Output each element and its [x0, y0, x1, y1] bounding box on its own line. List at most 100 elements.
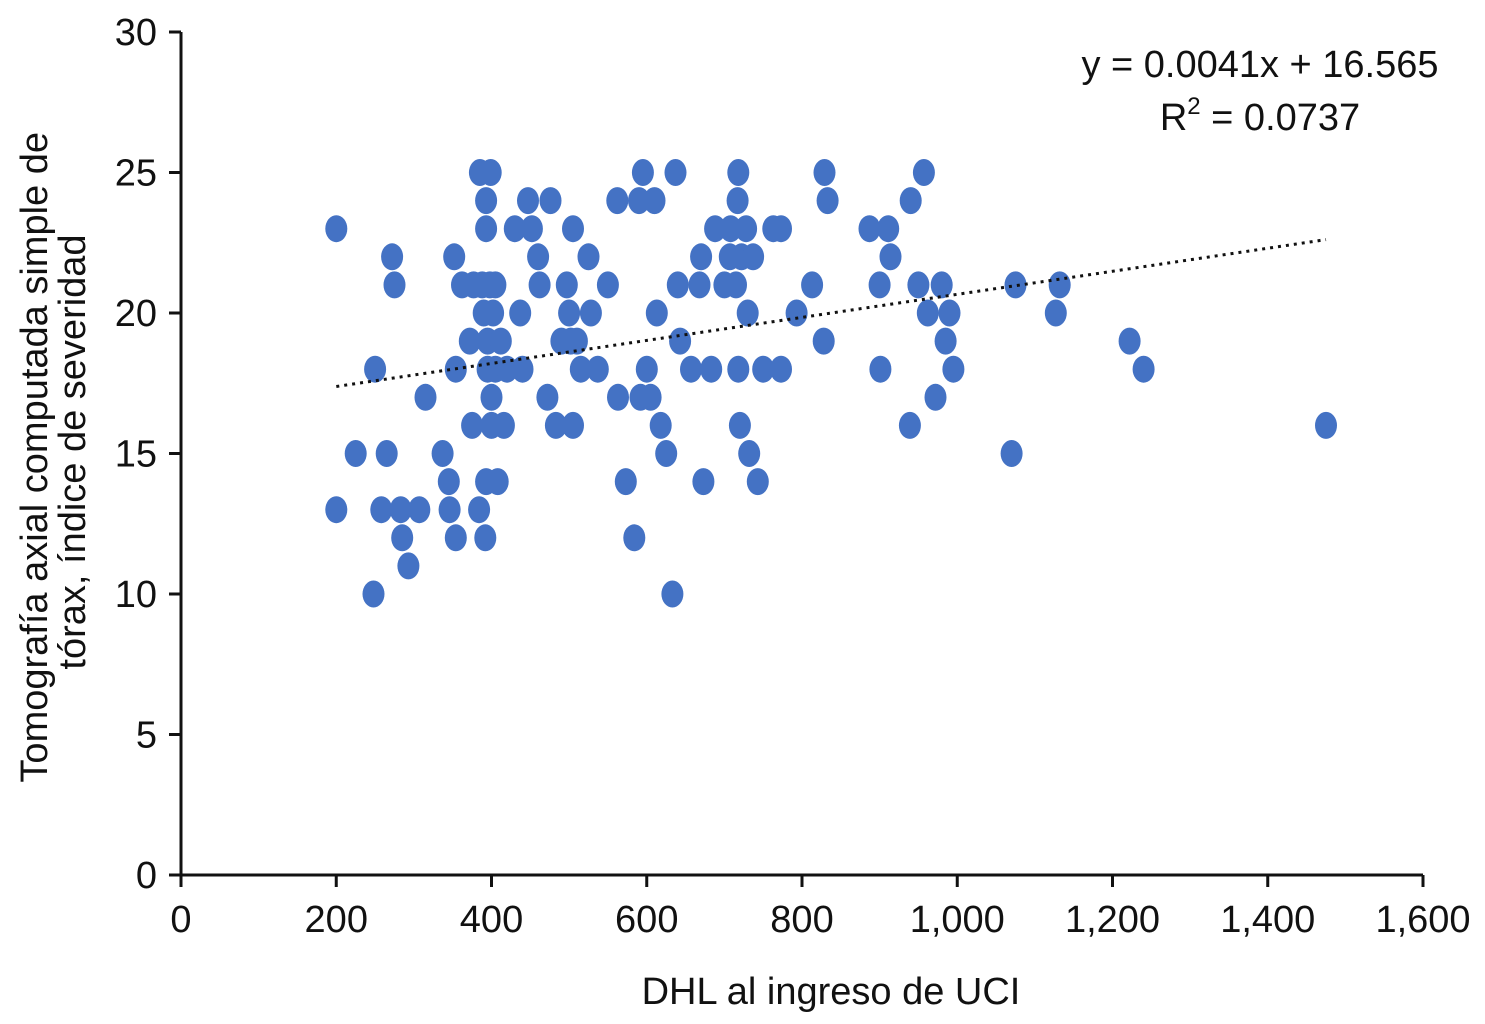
data-point [635, 355, 658, 383]
data-point [726, 187, 749, 215]
data-point [389, 496, 412, 524]
data-point [719, 215, 742, 243]
data-point [528, 271, 551, 299]
data-point [869, 355, 892, 383]
data-point [362, 580, 385, 608]
data-point [898, 411, 921, 439]
data-point [325, 496, 348, 524]
r-squared-label: R2 = 0.0737 [1160, 93, 1360, 139]
x-tick-label: 1,400 [1220, 899, 1315, 941]
data-point [655, 440, 678, 467]
data-point [375, 440, 398, 467]
data-point [628, 187, 650, 215]
data-point [437, 468, 460, 496]
data-point [690, 243, 713, 271]
y-tick-label: 5 [136, 715, 157, 757]
data-point [877, 215, 900, 243]
data-point [746, 468, 769, 496]
y-tick-label: 10 [115, 574, 157, 616]
trendline [336, 238, 1327, 388]
data-point [916, 299, 939, 327]
x-tick-label: 1,000 [910, 899, 1005, 941]
data-point [607, 383, 629, 411]
data-point [930, 271, 953, 299]
data-point [486, 468, 509, 496]
data-point [391, 524, 414, 552]
data-point [728, 411, 751, 439]
data-point [536, 383, 559, 411]
data-point [414, 383, 437, 411]
data-point [562, 215, 584, 243]
x-tick-label: 800 [770, 899, 833, 941]
r-squared-prefix: R [1160, 97, 1187, 139]
data-points [325, 159, 1337, 608]
data-point [1004, 271, 1027, 299]
data-point [482, 299, 505, 327]
data-point [812, 327, 835, 355]
axes [179, 32, 1423, 877]
data-point [688, 271, 711, 299]
data-point [631, 159, 654, 186]
data-point [408, 496, 431, 524]
data-point [649, 411, 672, 439]
data-point [858, 215, 881, 243]
data-point [1044, 299, 1067, 327]
r-squared-superscript: 2 [1187, 93, 1200, 120]
data-point [438, 496, 461, 524]
data-point [503, 215, 526, 243]
data-point [868, 271, 891, 299]
data-point [539, 187, 562, 215]
x-tick-label: 200 [305, 899, 368, 941]
data-point [431, 440, 454, 467]
data-point [344, 440, 367, 467]
x-tick-label: 0 [170, 899, 191, 941]
data-point [704, 215, 727, 243]
data-point [461, 411, 484, 439]
data-point [645, 299, 668, 327]
data-point [1000, 440, 1023, 467]
data-point [736, 299, 759, 327]
r-squared-value: = 0.0737 [1201, 97, 1361, 139]
data-point [725, 271, 747, 299]
data-point [813, 159, 836, 186]
data-point [555, 271, 578, 299]
data-point [614, 468, 637, 496]
data-point [468, 496, 491, 524]
data-point [509, 299, 532, 327]
y-tick-label: 30 [115, 12, 157, 54]
data-point [1048, 271, 1071, 299]
data-point [544, 411, 567, 439]
data-point [643, 187, 666, 215]
data-point [727, 355, 750, 383]
data-point [586, 355, 609, 383]
data-point [579, 299, 602, 327]
data-point [785, 299, 808, 327]
data-point [661, 580, 684, 608]
data-point [562, 411, 584, 439]
data-point [480, 383, 503, 411]
data-point [596, 271, 619, 299]
data-point [496, 355, 518, 383]
data-point [569, 355, 592, 383]
data-point [383, 271, 406, 299]
data-point [397, 552, 420, 580]
data-point [770, 215, 792, 243]
data-point [489, 327, 512, 355]
data-point [364, 355, 387, 383]
data-point [325, 215, 348, 243]
data-point [606, 187, 629, 215]
data-point [752, 355, 775, 383]
x-tick-label: 1,600 [1375, 899, 1470, 941]
y-axis-label-line-2: tórax, índice de severidad [52, 234, 94, 669]
data-point [924, 383, 947, 411]
data-point [692, 468, 715, 496]
data-point [577, 243, 600, 271]
y-axis-label-line-1: Tomografía axial computada simple de [14, 132, 56, 783]
equation-label: y = 0.0041x + 16.565 [1081, 44, 1438, 86]
data-point [565, 327, 588, 355]
data-point [664, 159, 687, 186]
data-point [816, 187, 839, 215]
data-point [381, 243, 404, 271]
data-point [474, 524, 497, 552]
